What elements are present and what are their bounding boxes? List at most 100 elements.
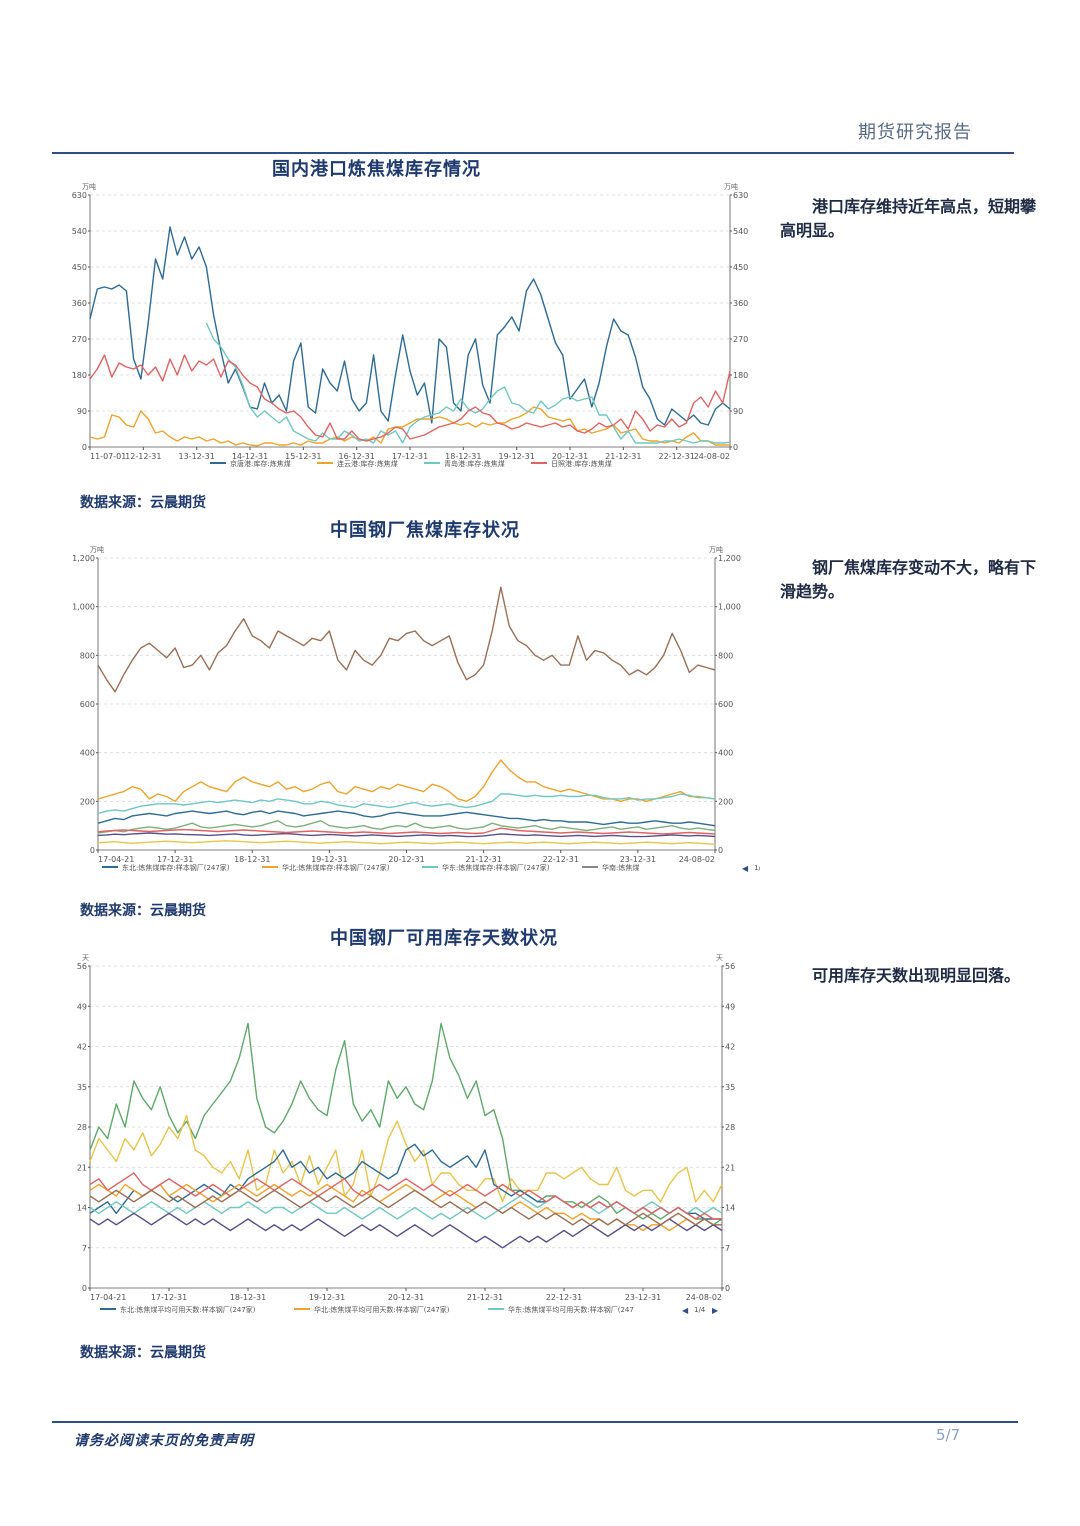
legend-page-prev[interactable]: ◀ xyxy=(742,864,749,873)
legend-label: 京唐港:库存:炼焦煤 xyxy=(230,459,291,468)
comment-available-days: 可用库存天数出现明显回落。 xyxy=(812,966,1021,985)
x-tick-label: 13-12-31 xyxy=(179,452,215,461)
x-tick-label: 17-12-31 xyxy=(157,855,193,864)
y-unit-label: 天 xyxy=(82,954,89,962)
x-tick-label: 21-12-31 xyxy=(467,1293,503,1302)
y-tick-label-right: 1,000 xyxy=(718,603,741,612)
series-line xyxy=(89,354,731,442)
series-line xyxy=(89,1143,722,1220)
y-tick-label-right: 35 xyxy=(725,1083,735,1092)
y-tick-label-right: 800 xyxy=(718,651,733,660)
y-tick-label: 180 xyxy=(72,371,87,380)
y-tick-label: 28 xyxy=(77,1123,87,1132)
y-tick-label: 35 xyxy=(77,1083,87,1092)
y-tick-label-right: 0 xyxy=(725,1284,730,1293)
x-tick-label: 18-12-31 xyxy=(230,1293,266,1302)
header-divider xyxy=(52,152,1014,154)
x-tick-label: 16-12-31 xyxy=(339,452,375,461)
x-tick-label: 20-12-31 xyxy=(552,452,588,461)
x-tick-label: 14-12-31 xyxy=(232,452,268,461)
y-tick-label-right: 180 xyxy=(733,371,748,380)
series-line xyxy=(97,832,716,838)
y-tick-label-right: 1,200 xyxy=(718,554,741,563)
x-tick-label: 17-12-31 xyxy=(392,452,428,461)
y-tick-label-right: 28 xyxy=(725,1123,735,1132)
y-tick-label-right: 21 xyxy=(725,1163,735,1172)
chart-title-available-days: 中国钢厂可用库存天数状况 xyxy=(330,928,558,949)
y-unit-label: 万吨 xyxy=(82,182,96,191)
legend-label: 华北:炼焦煤库存:样本钢厂(247家) xyxy=(282,863,390,872)
y-tick-label: 450 xyxy=(72,263,87,272)
series-line xyxy=(89,1189,722,1226)
source-note: 数据来源：云晨期货 xyxy=(80,1345,206,1361)
x-tick-label: 24-08-02 xyxy=(686,1293,722,1302)
y-tick-label: 0 xyxy=(82,443,87,452)
y-unit-label: 万吨 xyxy=(90,545,104,554)
series-line xyxy=(97,810,716,827)
y-tick-label: 14 xyxy=(77,1204,87,1213)
x-tick-label: 19-12-31 xyxy=(309,1293,345,1302)
y-tick-label-right: 400 xyxy=(718,749,733,758)
x-tick-label: 24-08-02 xyxy=(694,452,730,461)
x-tick-label: 11-07-01 xyxy=(90,452,126,461)
y-unit-label-right: 天 xyxy=(716,954,723,962)
source-note: 数据来源：云晨期货 xyxy=(80,495,206,511)
x-tick-label: 17-04-21 xyxy=(90,1293,126,1302)
legend-label: 华北:炼焦煤平均可用天数:样本钢厂(247家) xyxy=(314,1305,450,1314)
y-tick-label-right: 14 xyxy=(725,1204,735,1213)
y-tick-label: 630 xyxy=(72,191,87,200)
series-line xyxy=(97,840,716,845)
x-tick-label: 18-12-31 xyxy=(234,855,270,864)
y-tick-label: 600 xyxy=(80,700,95,709)
chart-port-inventory: 万吨 万吨 0 0 90 90 180 180 270 270 360 360 450 450 540 540… xyxy=(72,182,749,468)
legend-pager: 1/3 xyxy=(754,864,760,872)
y-tick-label-right: 90 xyxy=(733,407,743,416)
series-line xyxy=(89,406,730,447)
y-tick-label-right: 270 xyxy=(733,335,748,344)
y-tick-label: 800 xyxy=(80,651,95,660)
y-tick-label-right: 7 xyxy=(725,1244,730,1253)
y-tick-label: 400 xyxy=(80,749,95,758)
x-tick-label: 21-12-31 xyxy=(465,855,501,864)
y-tick-label: 1,200 xyxy=(72,554,95,563)
x-tick-label: 17-12-31 xyxy=(151,1293,187,1302)
series-line xyxy=(89,1114,723,1203)
report-header-title: 期货研究报告 xyxy=(858,122,972,143)
y-tick-label-right: 0 xyxy=(718,846,723,855)
y-tick-label-right: 42 xyxy=(725,1043,735,1052)
legend-page-next[interactable]: ▶ xyxy=(712,1306,719,1315)
chart-mill-inventory: 万吨 万吨 0 0 200 200 400 400 600 600 800 800 1,000 1,000… xyxy=(72,545,760,873)
y-tick-label-right: 450 xyxy=(733,263,748,272)
chart-available-days: 天 天 0 0 7 7 14 14 21 21 28 28 35 35 42 42 49 49 56 56 17-04-… xyxy=(77,954,735,1315)
y-tick-label: 90 xyxy=(77,407,87,416)
series-line xyxy=(97,793,716,815)
legend-label: 东北:炼焦煤库存:样本钢厂(247家) xyxy=(122,863,230,872)
y-tick-label-right: 360 xyxy=(733,299,748,308)
x-tick-label: 18-12-31 xyxy=(445,452,481,461)
x-tick-label: 19-12-31 xyxy=(499,452,535,461)
y-tick-label: 1,000 xyxy=(72,603,95,612)
legend-page-prev[interactable]: ◀ xyxy=(682,1306,689,1315)
series-line xyxy=(97,759,716,802)
y-tick-label: 49 xyxy=(77,1002,87,1011)
series-line xyxy=(89,1022,723,1226)
legend-label: 连云港:库存:炼焦煤 xyxy=(337,459,398,468)
comment-port-inventory: 港口库存维持近年高点，短期攀高明显。 xyxy=(780,197,1037,240)
y-tick-label: 56 xyxy=(77,962,87,971)
y-tick-label-right: 540 xyxy=(733,227,748,236)
y-tick-label: 21 xyxy=(77,1163,87,1172)
y-unit-label-right: 万吨 xyxy=(724,182,738,191)
x-tick-label: 20-12-31 xyxy=(388,855,424,864)
y-tick-label-right: 49 xyxy=(725,1002,735,1011)
y-tick-label-right: 200 xyxy=(718,797,733,806)
series-line xyxy=(97,586,716,693)
x-tick-label: 19-12-31 xyxy=(311,855,347,864)
x-tick-label: 23-12-31 xyxy=(620,855,656,864)
y-tick-label: 0 xyxy=(90,846,95,855)
series-line xyxy=(97,827,716,835)
x-tick-label: 15-12-31 xyxy=(285,452,321,461)
page-number: 5/7 xyxy=(936,1426,961,1444)
x-tick-label: 22-12-31 xyxy=(543,855,579,864)
x-tick-label: 21-12-31 xyxy=(605,452,641,461)
legend-label: 日照港:库存:炼焦煤 xyxy=(551,459,612,468)
